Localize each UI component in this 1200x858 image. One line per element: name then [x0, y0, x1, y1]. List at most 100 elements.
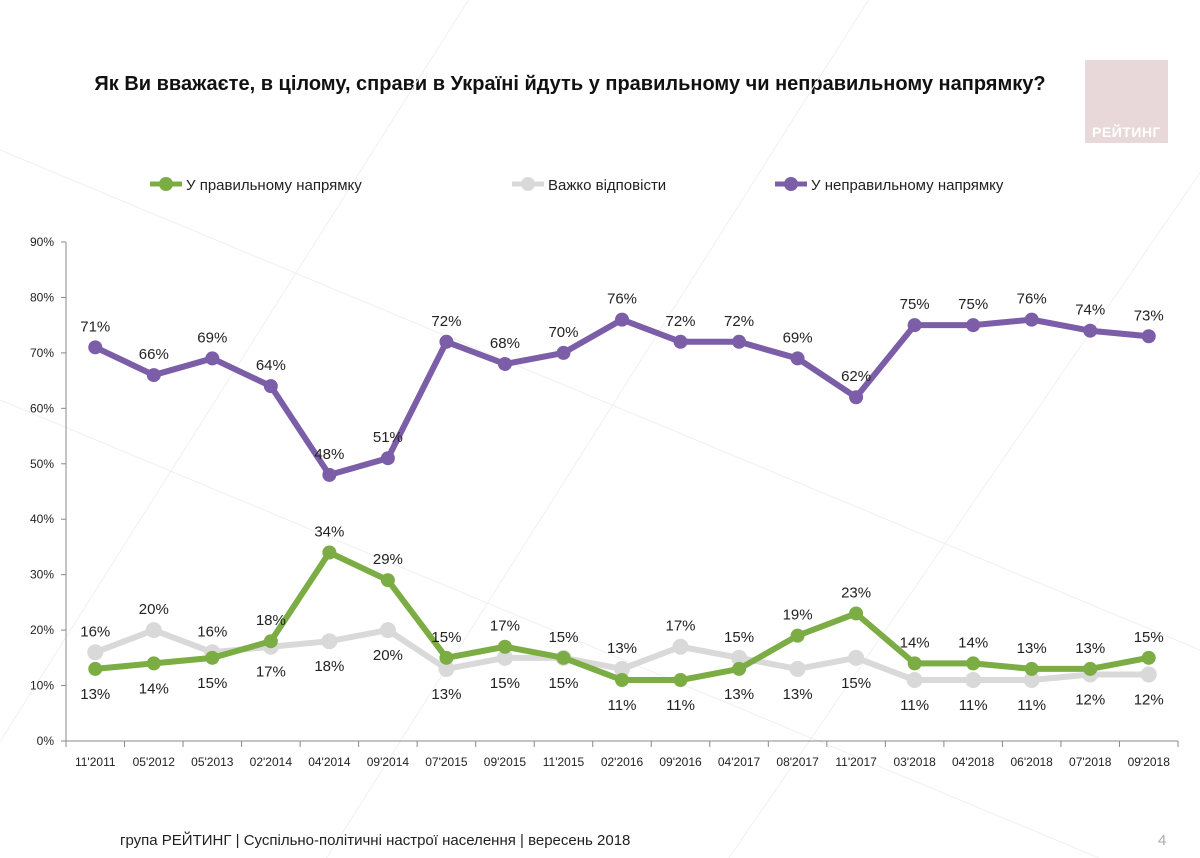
legend-marker — [784, 177, 798, 191]
data-point — [789, 660, 806, 677]
data-point — [849, 390, 864, 405]
x-tick-label: 03'2018 — [893, 755, 936, 769]
data-point — [205, 650, 220, 665]
x-tick-label: 02'2014 — [250, 755, 293, 769]
data-point — [88, 661, 103, 676]
y-tick-label: 70% — [30, 346, 54, 360]
data-label: 69% — [197, 329, 227, 346]
data-label: 14% — [958, 634, 988, 651]
y-tick-label: 20% — [30, 623, 54, 637]
data-point — [731, 649, 748, 666]
x-tick-label: 08'2017 — [776, 755, 819, 769]
data-label: 11% — [959, 697, 988, 714]
data-label: 15% — [197, 675, 227, 692]
page-number: 4 — [1158, 832, 1167, 849]
data-label: 14% — [900, 634, 930, 651]
data-point — [322, 545, 337, 560]
data-point — [145, 622, 162, 639]
data-point — [87, 644, 104, 661]
data-point — [906, 672, 923, 689]
page-title: Як Ви вважаєте, в цілому, справи в Украї… — [94, 73, 1046, 95]
data-label: 15% — [841, 675, 871, 692]
data-label: 15% — [1134, 629, 1164, 646]
data-point — [849, 606, 864, 621]
data-label: 20% — [139, 601, 169, 618]
data-label: 13% — [431, 686, 461, 703]
data-label: 13% — [724, 686, 754, 703]
data-point — [790, 351, 805, 366]
x-tick-label: 09'2014 — [367, 755, 410, 769]
series-line — [94, 549, 1150, 684]
data-label: 17% — [256, 664, 286, 681]
data-point — [1083, 323, 1098, 338]
y-tick-label: 80% — [30, 290, 54, 304]
data-label: 11% — [900, 697, 929, 714]
x-tick-label: 05'2013 — [191, 755, 234, 769]
data-label: 13% — [1017, 640, 1047, 657]
data-point — [732, 661, 747, 676]
data-label: 71% — [80, 318, 110, 335]
legend-marker — [521, 177, 535, 191]
x-tick-label: 11'2011 — [75, 755, 116, 769]
data-label: 20% — [373, 647, 403, 664]
x-tick-label: 04'2018 — [952, 755, 995, 769]
background-line — [0, 149, 1200, 651]
data-point — [146, 656, 161, 671]
data-label: 75% — [900, 296, 930, 313]
data-label: 48% — [314, 446, 344, 463]
data-label: 69% — [783, 329, 813, 346]
legend-label: У неправильному напрямку — [811, 177, 1004, 194]
legend-label: У правильному напрямку — [186, 177, 362, 194]
data-label: 66% — [139, 346, 169, 363]
x-tick-label: 07'2015 — [425, 755, 468, 769]
data-label: 17% — [490, 618, 520, 635]
data-label: 12% — [1075, 691, 1105, 708]
background-line — [728, 171, 1200, 858]
y-tick-label: 10% — [30, 679, 54, 693]
data-label: 12% — [1134, 691, 1164, 708]
data-point — [497, 639, 512, 654]
data-point — [322, 467, 337, 482]
data-point — [848, 649, 865, 666]
x-tick-label: 11'2015 — [543, 755, 585, 769]
x-tick-label: 11'2017 — [835, 755, 877, 769]
data-point — [1023, 672, 1040, 689]
data-label: 18% — [314, 658, 344, 675]
data-label: 13% — [80, 686, 110, 703]
data-point — [263, 634, 278, 649]
data-label: 64% — [256, 357, 286, 374]
data-point — [1141, 329, 1156, 344]
data-label: 70% — [548, 324, 578, 341]
logo-text: РЕЙТИНГ — [1092, 124, 1161, 140]
data-label: 15% — [548, 629, 578, 646]
data-label: 23% — [841, 584, 871, 601]
data-label: 62% — [841, 368, 871, 385]
data-label: 11% — [666, 697, 695, 714]
data-point — [205, 351, 220, 366]
data-label: 11% — [608, 697, 637, 714]
x-tick-label: 06'2018 — [1011, 755, 1054, 769]
y-tick-label: 40% — [30, 512, 54, 526]
data-label: 72% — [431, 313, 461, 330]
data-label: 15% — [490, 675, 520, 692]
data-label: 18% — [256, 612, 286, 629]
legend-label: Важко відповісти — [548, 177, 666, 194]
x-tick-label: 07'2018 — [1069, 755, 1112, 769]
data-point — [790, 628, 805, 643]
data-label: 68% — [490, 335, 520, 352]
data-label: 75% — [958, 296, 988, 313]
data-label: 76% — [1017, 291, 1047, 308]
data-point — [556, 650, 571, 665]
data-label: 15% — [724, 629, 754, 646]
data-point — [614, 660, 630, 677]
legend-marker — [159, 177, 173, 191]
background-line — [0, 0, 470, 743]
data-point — [965, 672, 982, 689]
data-label: 76% — [607, 291, 637, 308]
data-point — [1141, 650, 1156, 665]
background-line — [325, 0, 870, 858]
x-tick-label: 04'2014 — [308, 755, 351, 769]
data-label: 16% — [197, 623, 227, 640]
data-point — [673, 334, 688, 349]
